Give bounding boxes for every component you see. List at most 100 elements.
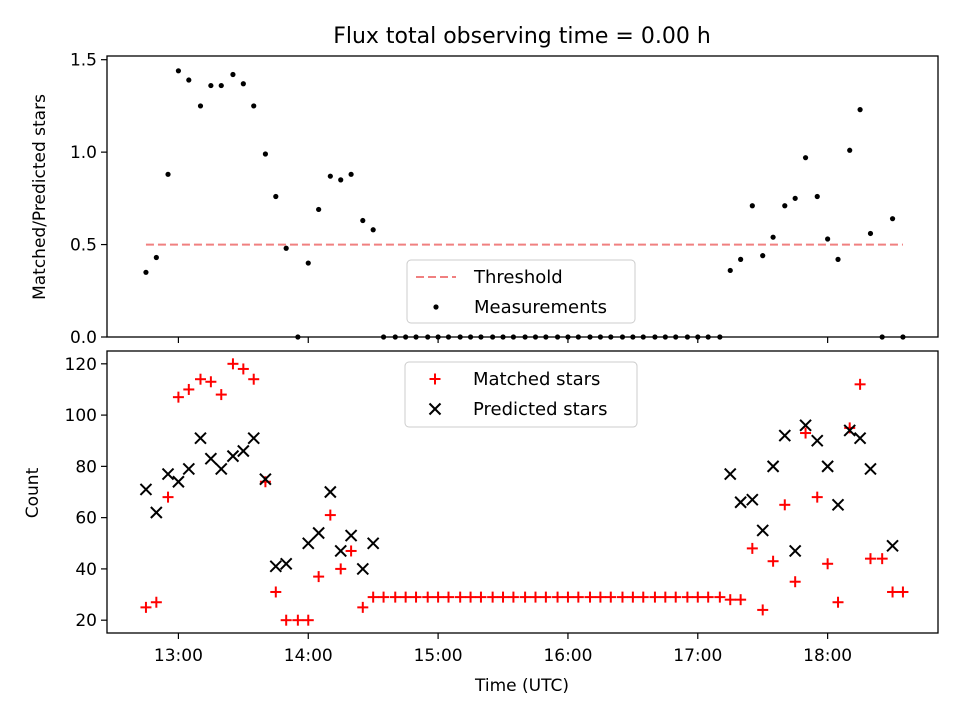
measurement-point: [749, 203, 755, 209]
measurement-point: [857, 107, 863, 113]
matched-star-point: [746, 542, 758, 554]
matched-star-point: [335, 563, 347, 575]
predicted-star-point: [799, 419, 812, 432]
matched-star-point: [757, 604, 769, 616]
matched-star-point: [313, 571, 325, 583]
x-stroke: [811, 434, 824, 447]
matched-star-point: [270, 586, 282, 598]
y-tick-label: 20: [75, 611, 97, 631]
x-stroke: [237, 444, 250, 458]
legend-box: [404, 361, 638, 428]
matched-star-point: [140, 601, 152, 613]
predicted-star-point: [269, 560, 283, 573]
y-tick-label: 80: [75, 457, 97, 477]
x-stroke: [279, 557, 293, 570]
flux-ratio-panel: Flux total observing time = 0.00 h Match…: [30, 24, 939, 348]
x-stroke: [302, 537, 315, 550]
matched-star-point: [302, 614, 314, 626]
measurement-point: [802, 155, 809, 161]
matched-star-point: [150, 596, 162, 608]
matched-star-point: [670, 591, 682, 603]
matched-star-point: [507, 591, 519, 603]
x-stroke: [161, 467, 175, 481]
x-stroke: [215, 462, 228, 476]
x-ticks-top-panel: [177, 337, 829, 343]
predicted-star-point: [886, 539, 899, 553]
legend-ratio: Threshold Measurements: [406, 259, 636, 324]
matched-star-point: [389, 591, 401, 603]
matched-star-point: [572, 591, 584, 603]
measurement-point: [175, 68, 182, 74]
y-tick-label: 0.5: [70, 236, 97, 256]
matched-star-point: [702, 591, 714, 603]
matched-star-point: [562, 591, 574, 603]
measurement-point: [814, 193, 820, 200]
matched-star-point: [724, 594, 736, 606]
y-tick-label: 40: [75, 560, 97, 580]
matched-star-point: [876, 553, 888, 565]
matched-star-point: [367, 591, 379, 603]
x-stroke: [344, 529, 358, 542]
matched-star-point: [442, 591, 454, 603]
predicted-star-point: [182, 462, 196, 476]
predicted-star-point: [139, 483, 153, 496]
predicted-star-point: [811, 434, 824, 447]
y-tick-label: 1.0: [70, 143, 97, 163]
predicted-star-point: [831, 498, 845, 512]
matched-star-point: [215, 389, 227, 401]
star-count-panel: Count 20 40 60 80 100 120 13:00 14:00 15:00 16:0…: [23, 350, 939, 696]
predicted-star-point: [778, 429, 791, 442]
matched-star-point: [475, 591, 487, 603]
measurement-point: [153, 254, 159, 261]
chart-title: Flux total observing time = 0.00 h: [333, 24, 711, 49]
predicted-star-point: [237, 444, 250, 458]
x-stroke: [194, 431, 207, 445]
legend-x-marker: [428, 402, 442, 416]
x-stroke: [864, 462, 877, 476]
measurement-point: [825, 236, 831, 242]
x-stroke: [204, 452, 218, 465]
measurement-point: [338, 177, 344, 183]
predicted-star-point: [312, 526, 325, 540]
measurement-point: [273, 193, 279, 200]
x-stroke: [247, 431, 260, 445]
legend-label-matched: Matched stars: [473, 369, 600, 390]
x-stroke: [756, 524, 769, 537]
matched-star-point: [227, 358, 239, 370]
matched-star-point: [649, 591, 661, 603]
legend-count: Matched stars Predicted stars: [404, 361, 638, 428]
matched-star-point: [789, 576, 801, 588]
x-stroke: [778, 429, 791, 442]
star-count-plot-area: [139, 358, 909, 626]
matched-star-point: [172, 391, 184, 403]
measurement-point: [327, 173, 333, 179]
measurement-point: [316, 206, 322, 213]
predicted-star-point: [788, 544, 802, 558]
measurement-point: [143, 269, 149, 275]
predicted-star-point: [724, 467, 737, 481]
predicted-star-point: [734, 496, 747, 509]
y-tick-label: 100: [65, 406, 97, 426]
predicted-star-point: [324, 485, 337, 499]
predicted-legend-swatch: [428, 402, 442, 416]
matched-star-point: [465, 591, 477, 603]
matched-star-point: [422, 591, 434, 603]
x-stroke: [334, 544, 347, 558]
matched-star-point: [280, 614, 292, 626]
matched-star-point: [237, 363, 249, 375]
x-stroke: [799, 419, 812, 432]
matched-star-point: [594, 591, 606, 603]
top-axes-frame: [106, 55, 939, 338]
x-stroke: [766, 460, 780, 473]
predicted-star-point: [150, 506, 163, 519]
matched-star-point: [714, 591, 726, 603]
predicted-star-point: [843, 424, 856, 437]
matched-legend-swatch: [429, 373, 441, 385]
x-tick-label: 14:00: [284, 646, 333, 666]
predicted-star-point: [864, 462, 877, 476]
matched-star-point: [767, 555, 779, 567]
x-ticks-time: 13:00 14:00 15:00 16:00 17:00 18:00: [154, 633, 852, 666]
measurement-point: [770, 234, 776, 240]
matched-star-point: [519, 591, 531, 603]
